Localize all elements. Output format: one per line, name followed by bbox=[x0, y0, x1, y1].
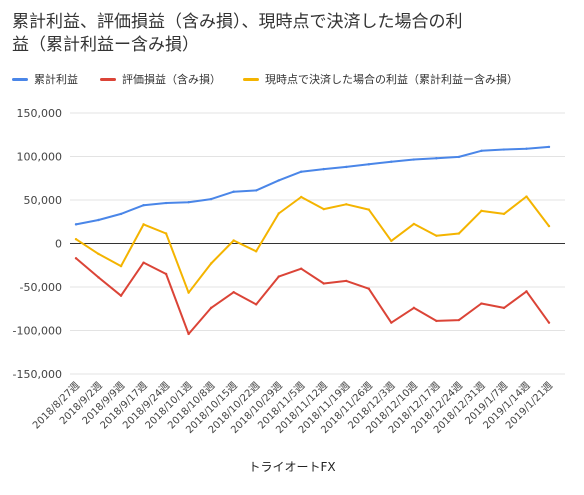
legend-swatch-settled-profit bbox=[243, 77, 259, 81]
legend-swatch-unrealized-loss bbox=[100, 77, 116, 81]
data-point bbox=[435, 234, 438, 237]
y-tick-label: -100,000 bbox=[13, 325, 62, 338]
y-tick-label: 0 bbox=[55, 238, 62, 251]
data-point bbox=[164, 201, 168, 205]
data-point bbox=[164, 272, 168, 276]
data-point bbox=[164, 232, 168, 235]
chart-title-line-2: 益（累計利益ー含み損） bbox=[12, 35, 199, 55]
data-point bbox=[547, 224, 551, 228]
data-point bbox=[525, 290, 528, 293]
data-point bbox=[74, 223, 78, 226]
data-point bbox=[457, 232, 461, 235]
data-point bbox=[300, 195, 303, 199]
data-point bbox=[547, 145, 551, 149]
data-point bbox=[480, 209, 483, 213]
data-point bbox=[390, 321, 393, 324]
data-point bbox=[367, 287, 371, 290]
y-axis-ticks: 150,000 100,000 50,000 0 -50,000 -100,000 -150… bbox=[13, 107, 62, 381]
data-point bbox=[300, 170, 303, 173]
y-tick-label: 50,000 bbox=[24, 194, 63, 207]
data-point bbox=[142, 261, 145, 264]
y-tick-label: -50,000 bbox=[20, 281, 62, 294]
y-tick-label: 100,000 bbox=[17, 151, 63, 164]
data-point bbox=[322, 167, 325, 171]
data-point bbox=[277, 179, 280, 182]
data-point bbox=[322, 282, 325, 285]
data-point bbox=[74, 257, 78, 260]
data-point bbox=[142, 223, 145, 226]
data-point bbox=[97, 218, 100, 222]
data-point bbox=[502, 306, 506, 310]
data-point bbox=[390, 239, 393, 243]
legend-item-cumulative-profit[interactable]: 累計利益 bbox=[12, 71, 78, 87]
data-point bbox=[254, 250, 258, 253]
data-point bbox=[525, 147, 528, 150]
data-point bbox=[457, 155, 461, 159]
data-point bbox=[209, 197, 213, 201]
legend-label-cumulative-profit: 累計利益 bbox=[34, 73, 78, 86]
data-point bbox=[300, 267, 303, 270]
data-point bbox=[97, 276, 100, 279]
data-point bbox=[187, 200, 190, 204]
data-point bbox=[142, 204, 145, 207]
legend-item-settled-profit[interactable]: 現時点で決済した場合の利益（累計利益ー含み損） bbox=[243, 71, 518, 87]
data-point bbox=[435, 319, 438, 323]
series-line-0 bbox=[75, 145, 550, 226]
data-point bbox=[412, 222, 416, 226]
data-point bbox=[322, 207, 325, 211]
legend-label-unrealized-loss: 評価損益（含み損） bbox=[122, 73, 221, 86]
data-point bbox=[435, 157, 438, 160]
data-point bbox=[390, 160, 393, 163]
data-point bbox=[367, 163, 371, 166]
data-point bbox=[209, 306, 213, 310]
data-point bbox=[97, 252, 100, 256]
chart-legend: 累計利益 評価損益（含み損） 現時点で決済した場合の利益（累計利益ー含み損） bbox=[12, 71, 540, 87]
data-point bbox=[345, 203, 348, 206]
data-point bbox=[232, 190, 235, 193]
series-line-2 bbox=[75, 195, 550, 294]
legend-label-settled-profit: 現時点で決済した場合の利益（累計利益ー含み損） bbox=[265, 73, 518, 86]
grid-lines bbox=[70, 112, 565, 375]
data-point bbox=[412, 306, 416, 310]
data-point bbox=[457, 318, 461, 322]
y-tick-label: 150,000 bbox=[17, 107, 63, 120]
data-point bbox=[187, 291, 190, 294]
x-axis-title: トライオートFX bbox=[248, 460, 336, 474]
data-point bbox=[232, 239, 235, 242]
data-point bbox=[345, 165, 348, 169]
data-point bbox=[277, 275, 280, 278]
legend-swatch-cumulative-profit bbox=[12, 77, 28, 81]
data-point bbox=[209, 262, 213, 265]
data-point bbox=[119, 212, 123, 216]
data-point bbox=[547, 321, 551, 324]
data-point bbox=[480, 302, 483, 305]
x-axis-ticks: 2018/8/27週2018/9/2週2018/9/9週2018/9/17週20… bbox=[30, 380, 555, 436]
series-lines bbox=[74, 145, 551, 336]
chart-title-line-1: 累計利益、評価損益（含み損）、現時点で決済した場合の利 bbox=[12, 12, 463, 32]
data-point bbox=[502, 148, 506, 151]
data-point bbox=[480, 149, 483, 153]
series-line-1 bbox=[75, 257, 550, 335]
data-point bbox=[254, 303, 258, 306]
y-tick-label: -150,000 bbox=[13, 368, 62, 381]
data-point bbox=[119, 294, 123, 297]
data-point bbox=[187, 332, 190, 336]
legend-item-unrealized-loss[interactable]: 評価損益（含み損） bbox=[100, 71, 221, 87]
data-point bbox=[254, 189, 258, 192]
data-point bbox=[412, 158, 416, 161]
data-point bbox=[119, 264, 123, 268]
data-point bbox=[345, 279, 348, 283]
data-point bbox=[525, 195, 528, 198]
data-point bbox=[367, 208, 371, 211]
data-point bbox=[232, 291, 235, 294]
data-point bbox=[74, 237, 78, 241]
data-point bbox=[502, 212, 506, 216]
data-point bbox=[277, 212, 280, 215]
